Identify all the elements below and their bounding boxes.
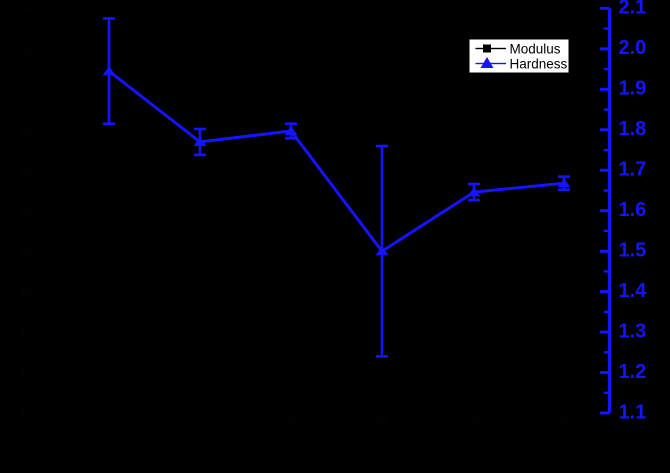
svg-text:20: 20 [18, 81, 32, 96]
svg-text:14: 14 [18, 203, 32, 218]
svg-text:Measurement site: Measurement site [273, 426, 376, 441]
svg-text:Hardness (GPa): Hardness (GPa) [654, 183, 669, 277]
svg-text:2.1: 2.1 [619, 0, 647, 19]
svg-text:12: 12 [18, 243, 32, 258]
svg-text:S1: S1 [96, 417, 109, 429]
svg-text:Modulus (GPa): Modulus (GPa) [0, 186, 15, 273]
svg-text:S2: S2 [193, 417, 206, 429]
svg-text:2.0: 2.0 [619, 37, 647, 59]
svg-text:1.6: 1.6 [619, 199, 647, 221]
svg-text:S5: S5 [467, 417, 480, 429]
svg-text:1.9: 1.9 [619, 78, 647, 100]
svg-text:4: 4 [18, 405, 25, 420]
svg-text:10: 10 [18, 284, 32, 299]
svg-text:18: 18 [18, 122, 32, 137]
svg-text:S4: S4 [375, 417, 388, 429]
svg-text:1.2: 1.2 [619, 361, 647, 383]
svg-text:S6: S6 [557, 417, 570, 429]
svg-text:Hardness: Hardness [510, 57, 568, 72]
svg-text:22: 22 [18, 41, 32, 56]
svg-text:1.5: 1.5 [619, 240, 647, 262]
svg-text:1.1: 1.1 [619, 401, 647, 423]
svg-text:6: 6 [18, 365, 25, 380]
svg-text:1.8: 1.8 [619, 118, 647, 140]
svg-text:1.4: 1.4 [619, 280, 648, 302]
svg-text:24: 24 [18, 0, 32, 15]
svg-text:1.3: 1.3 [619, 320, 647, 342]
svg-text:1.7: 1.7 [619, 159, 647, 181]
svg-text:8: 8 [18, 324, 25, 339]
svg-text:16: 16 [18, 162, 32, 177]
svg-text:Modulus: Modulus [510, 42, 561, 57]
